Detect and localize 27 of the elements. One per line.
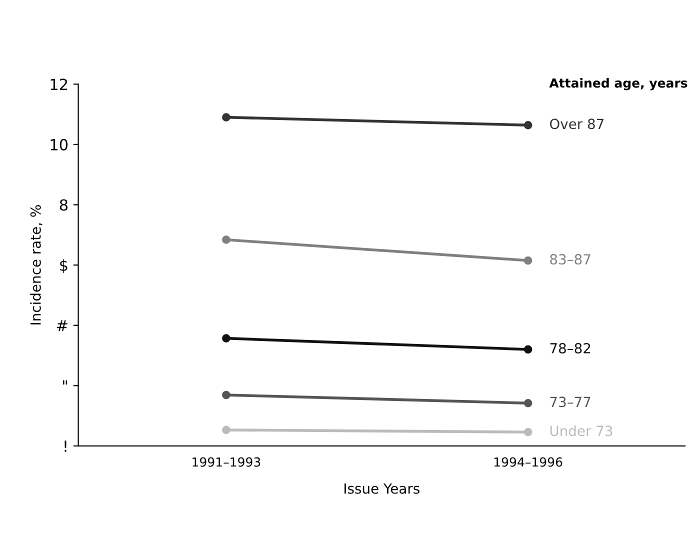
point xyxy=(524,345,532,354)
y-tick-label: 10 xyxy=(50,138,68,150)
point xyxy=(524,398,532,408)
x-tick-label: 1991–1993 xyxy=(192,457,260,467)
point xyxy=(524,428,532,436)
point xyxy=(222,236,230,244)
y-tick-label: " xyxy=(63,380,68,384)
y-tick-label: 8 xyxy=(60,199,68,211)
y-axis-title: Incidence rate, % xyxy=(30,205,42,324)
series-label: 73–77 xyxy=(550,396,590,408)
x-tick-label: 1994–1996 xyxy=(494,457,562,467)
series-label: Under 73 xyxy=(550,425,612,436)
series-label: 83–87 xyxy=(550,254,590,265)
y-tick-label: $ xyxy=(60,259,68,274)
x-axis-title: Issue Years xyxy=(344,483,420,494)
series-label: 78–82 xyxy=(550,342,590,354)
point xyxy=(222,334,230,342)
point xyxy=(222,390,230,400)
point xyxy=(524,256,532,265)
y-tick-label: ! xyxy=(64,440,66,452)
point xyxy=(222,426,230,434)
legend-title: Attained age, years xyxy=(549,78,688,90)
y-tick-label: # xyxy=(56,320,68,332)
series-label: Over 87 xyxy=(550,118,604,130)
point xyxy=(524,120,532,130)
point xyxy=(222,113,230,122)
y-tick-label: 12 xyxy=(50,78,68,90)
